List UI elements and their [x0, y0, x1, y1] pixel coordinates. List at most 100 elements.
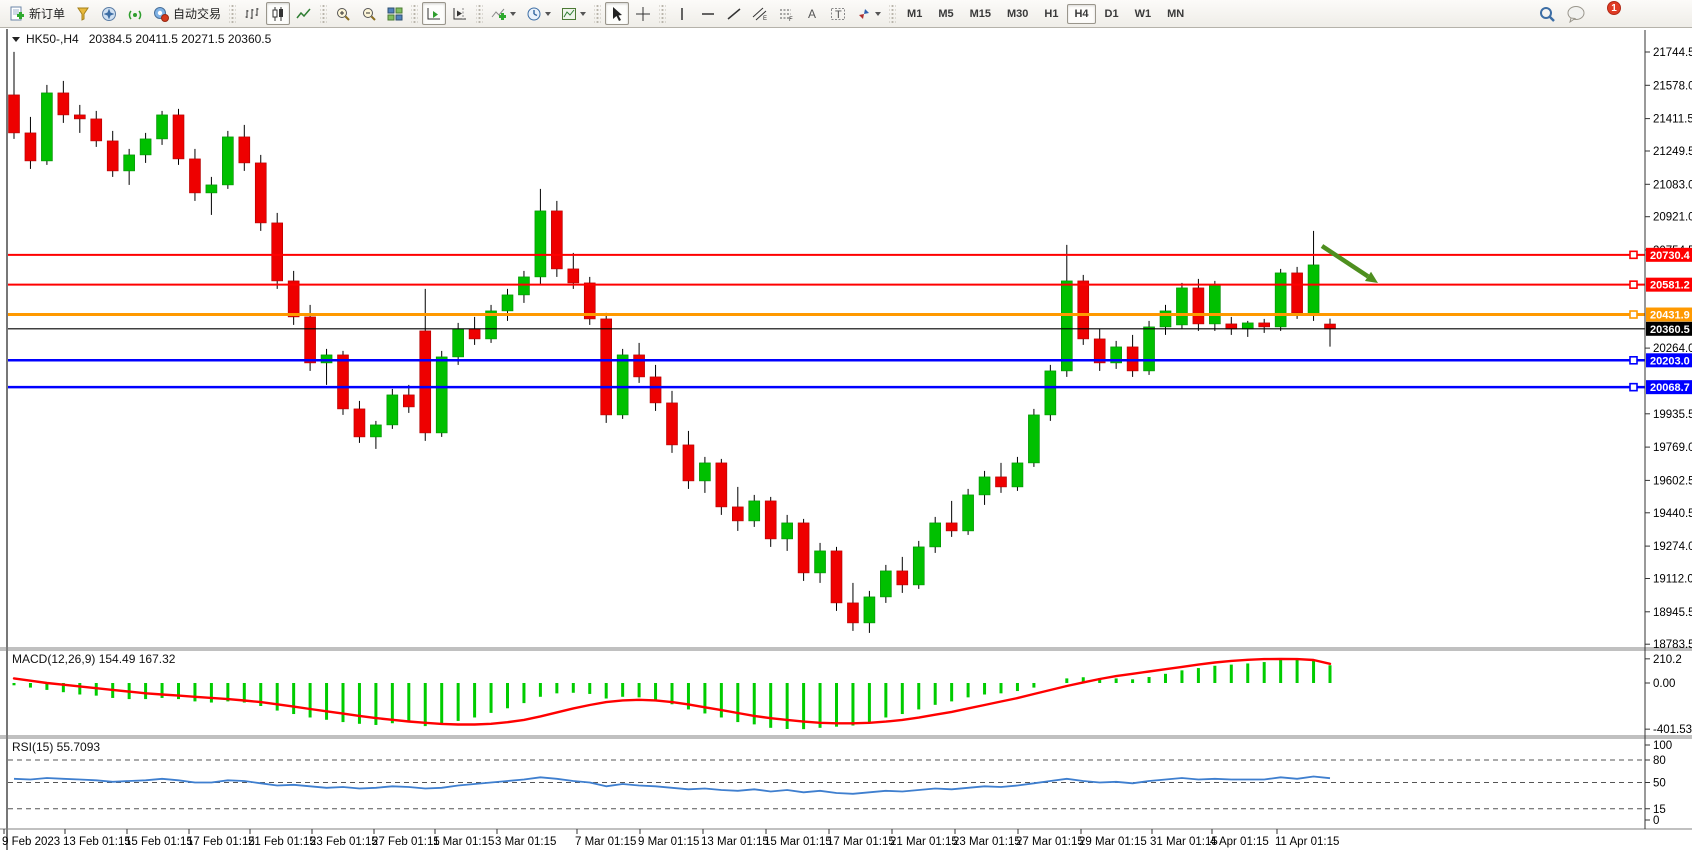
bearish-candle	[830, 550, 843, 604]
zoom-in-button[interactable]	[331, 2, 355, 25]
timeframe-bar: M1 M5 M15 M30 H1 H4 D1 W1 MN	[899, 3, 1192, 24]
toolbar-grip[interactable]	[659, 3, 667, 24]
timeframe-m30-button[interactable]: M30	[1007, 7, 1029, 20]
toolbar-grip[interactable]	[411, 3, 419, 24]
search-icon	[1538, 5, 1556, 23]
bullish-candle	[1061, 280, 1073, 372]
market-watch-button[interactable]	[71, 2, 95, 25]
svg-text:20730.4: 20730.4	[1650, 250, 1691, 262]
navigator-button[interactable]	[97, 2, 121, 25]
trendline-button[interactable]	[722, 2, 746, 25]
bullish-candle	[452, 328, 464, 358]
toolbar-grip[interactable]	[229, 3, 237, 24]
bullish-candle	[962, 494, 974, 532]
chat-button[interactable]: 1	[1562, 1, 1621, 25]
arrows-button[interactable]	[852, 2, 885, 25]
bearish-candle	[847, 602, 859, 624]
time-axis-label: 13 Feb 01:15	[63, 836, 131, 848]
zoom-out-button[interactable]	[357, 2, 381, 25]
price-tick-label: 18945.5	[1653, 607, 1692, 619]
indicators-button[interactable]	[487, 2, 520, 25]
timeframe-mn-button[interactable]: MN	[1167, 7, 1185, 20]
chevron-down-icon	[875, 11, 882, 16]
rsi-tick-label: 50	[1653, 778, 1666, 790]
timeframe-h4-button[interactable]: H4	[1067, 3, 1096, 24]
search-button[interactable]	[1534, 2, 1560, 25]
notification-badge: 1	[1607, 1, 1621, 15]
periods-button[interactable]	[522, 2, 555, 25]
bullish-candle	[1241, 322, 1254, 330]
timeframe-m15-button[interactable]: M15	[969, 7, 991, 20]
macd-tick-label: 210.2	[1653, 654, 1682, 666]
bearish-candle	[271, 222, 284, 282]
line-chart-icon	[296, 6, 312, 22]
line-handle[interactable]	[1629, 250, 1638, 260]
horizontal-line-button[interactable]	[696, 2, 720, 25]
timeframe-d1-button[interactable]: D1	[1104, 7, 1119, 20]
chart-title[interactable]: HK50-,H4 20384.5 20411.5 20271.5 20360.5	[12, 32, 271, 46]
svg-text:20360.5: 20360.5	[1650, 324, 1690, 336]
chart-shift-button[interactable]	[448, 2, 472, 25]
bullish-candle	[222, 136, 234, 186]
horizontal-lines-group[interactable]	[8, 250, 1645, 392]
time-axis-label: 23 Mar 01:15	[953, 836, 1021, 848]
text-button[interactable]: A	[800, 2, 824, 25]
bullish-candle	[435, 356, 448, 434]
line-handle[interactable]	[1629, 280, 1638, 289]
autotrading-button[interactable]: 自动交易	[149, 2, 225, 25]
time-axis-label: 21 Feb 01:15	[248, 836, 316, 848]
timeframe-h1-button[interactable]: H1	[1044, 7, 1059, 20]
tile-windows-button[interactable]	[383, 2, 407, 25]
toolbar-grip[interactable]	[594, 3, 602, 24]
svg-text:T: T	[835, 9, 842, 21]
text-label-button[interactable]: T	[826, 2, 850, 25]
bearish-candle	[1192, 287, 1205, 325]
new-order-button[interactable]: 新订单	[5, 2, 69, 25]
macd-signal-line	[12, 657, 1332, 726]
arrow-annotation[interactable]	[1320, 244, 1378, 283]
bullish-candle	[1044, 370, 1057, 416]
line-handle[interactable]	[1629, 355, 1638, 365]
vertical-line-button[interactable]	[670, 2, 694, 25]
price-badge-20730.4: 20730.4	[1646, 247, 1692, 262]
price-tick-label: 19769.0	[1653, 442, 1692, 454]
rsi-panel: 100 80 50 150	[8, 740, 1672, 827]
bearish-candle	[238, 136, 251, 164]
price-axis[interactable]: 21744.5 21578.0 21411.5 21249.5 21083.0 20921…	[1645, 47, 1692, 651]
bullish-candle	[501, 294, 514, 312]
equidistant-channel-button[interactable]: E	[748, 2, 772, 25]
rsi-tick-label: 0	[1653, 815, 1659, 827]
bullish-candle	[616, 354, 629, 416]
bullish-candle	[1176, 287, 1188, 326]
timeframe-m1-button[interactable]: M1	[907, 7, 923, 20]
navigator-icon	[101, 6, 117, 22]
price-badge-20068.7: 20068.7	[1646, 380, 1692, 395]
chart-symbol-period: HK50-,H4	[26, 32, 79, 46]
timeframe-m5-button[interactable]: M5	[938, 7, 954, 20]
line-handle[interactable]	[1629, 310, 1638, 319]
fibonacci-button[interactable]: F	[774, 2, 798, 25]
indicators-icon	[491, 6, 507, 22]
signals-button[interactable]	[123, 2, 147, 25]
templates-button[interactable]	[557, 2, 590, 25]
price-badge-20360.5: 20360.5	[1646, 321, 1692, 336]
timeframe-w1-button[interactable]: W1	[1134, 7, 1152, 20]
bullish-candle	[880, 570, 892, 598]
line-chart-button[interactable]	[292, 2, 316, 25]
toolbar-grip[interactable]	[320, 3, 328, 24]
toolbar-grip[interactable]	[476, 3, 484, 24]
bullish-candle	[534, 210, 547, 278]
candlestick-chart-button[interactable]	[266, 2, 291, 25]
bar-chart-button[interactable]	[240, 2, 264, 25]
crosshair-button[interactable]	[631, 2, 655, 25]
bearish-candle	[74, 114, 86, 120]
chevron-down-icon	[545, 11, 552, 16]
toolbar-grip[interactable]	[889, 3, 897, 24]
periods-icon	[526, 6, 542, 22]
auto-scroll-button[interactable]	[422, 2, 447, 25]
price-tick-label: 21744.5	[1653, 47, 1692, 59]
cursor-button[interactable]	[605, 2, 630, 25]
line-handle[interactable]	[1629, 382, 1638, 392]
